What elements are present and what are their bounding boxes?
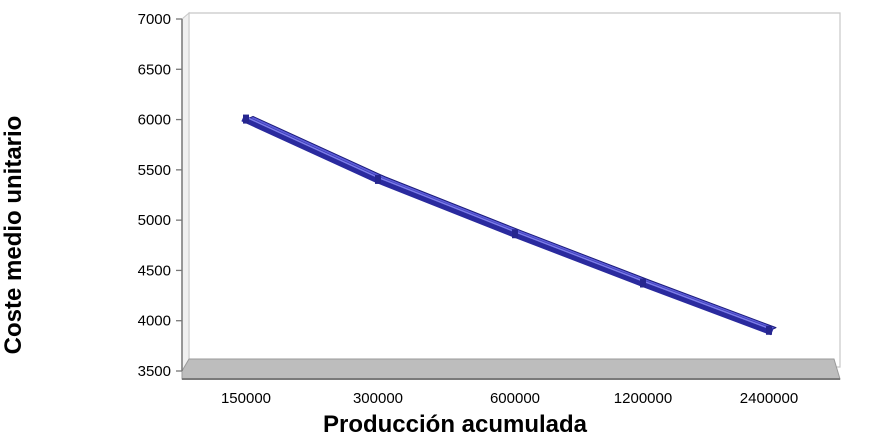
y-tick-label: 6500 [138,61,171,78]
data-point [243,114,249,124]
x-axis-ticks: 150000 300000 600000 1200000 2400000 [221,390,798,407]
x-tick-label: 600000 [490,390,540,407]
data-point [375,174,381,184]
chart-floor [181,358,841,380]
y-tick-label: 7000 [138,11,171,28]
y-tick-label: 4000 [138,313,171,330]
x-axis-title: Producción acumulada [323,411,588,437]
chart-side-wall [181,11,190,372]
chart-back-wall [182,13,840,371]
data-point [640,278,646,288]
y-tick-label: 6000 [138,112,171,129]
y-tick-label: 4500 [138,262,171,279]
data-point [512,229,518,239]
x-tick-label: 300000 [353,390,403,407]
y-tick-label: 3500 [138,363,171,380]
y-tick-label: 5000 [138,212,171,229]
x-tick-label: 150000 [221,390,271,407]
y-tick-label: 5500 [138,162,171,179]
y-axis-title: Coste medio unitario [0,116,27,355]
data-point [766,325,772,335]
x-tick-label: 1200000 [614,390,672,407]
series-layer [241,114,777,336]
x-tick-label: 2400000 [740,390,798,407]
y-axis-ticks: 3500 4000 4500 5000 5500 6000 6500 7000 [138,11,182,380]
